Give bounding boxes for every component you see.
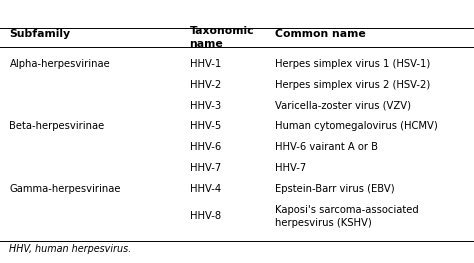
Text: Varicella-zoster virus (VZV): Varicella-zoster virus (VZV) [275,101,411,111]
Text: Human cytomegalovirus (HCMV): Human cytomegalovirus (HCMV) [275,122,438,132]
Text: HHV-8: HHV-8 [190,211,221,221]
Text: HHV-7: HHV-7 [275,163,306,173]
Text: HHV-5: HHV-5 [190,122,221,132]
Text: HHV-6: HHV-6 [190,142,221,152]
Text: HHV-4: HHV-4 [190,184,221,194]
Text: Epstein-Barr virus (EBV): Epstein-Barr virus (EBV) [275,184,394,194]
Text: Common name: Common name [275,29,365,39]
Text: HHV-3: HHV-3 [190,101,221,111]
Text: Gamma-herpesvirinae: Gamma-herpesvirinae [9,184,121,194]
Text: HHV-1: HHV-1 [190,59,221,69]
Text: HHV-7: HHV-7 [190,163,221,173]
Text: Subfamily: Subfamily [9,29,71,39]
Text: Alpha-herpesvirinae: Alpha-herpesvirinae [9,59,110,69]
Text: Herpes simplex virus 2 (HSV-2): Herpes simplex virus 2 (HSV-2) [275,80,430,90]
Text: HHV-2: HHV-2 [190,80,221,90]
Text: HHV-6 vairant A or B: HHV-6 vairant A or B [275,142,378,152]
Text: Beta-herpesvirinae: Beta-herpesvirinae [9,122,105,132]
Text: Herpes simplex virus 1 (HSV-1): Herpes simplex virus 1 (HSV-1) [275,59,430,69]
Text: HHV, human herpesvirus.: HHV, human herpesvirus. [9,244,132,254]
Text: Kaposi's sarcoma-associated
herpesvirus (KSHV): Kaposi's sarcoma-associated herpesvirus … [275,205,419,228]
Text: Taxonomic
name: Taxonomic name [190,26,254,49]
